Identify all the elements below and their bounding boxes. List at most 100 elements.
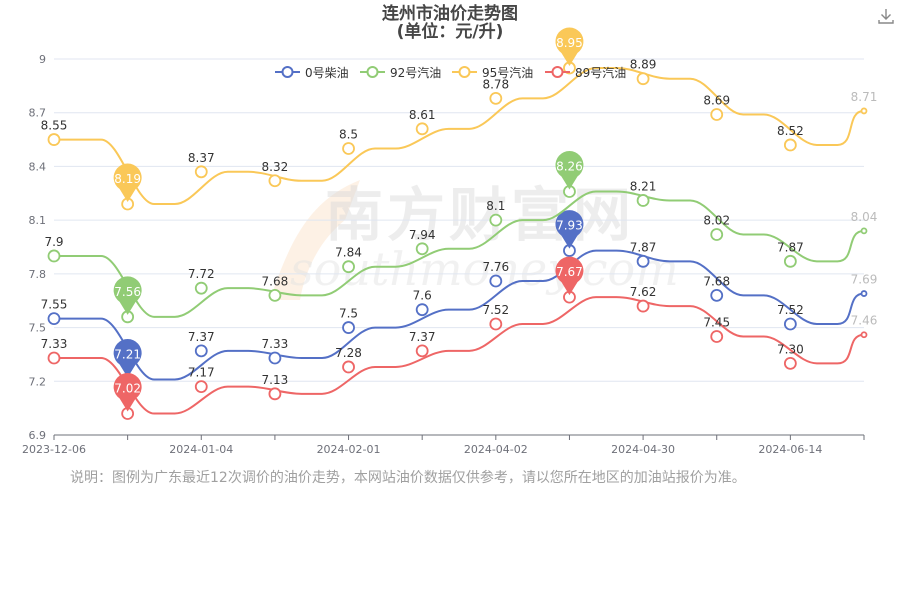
data-point	[415, 344, 429, 358]
data-point	[194, 380, 208, 394]
data-point	[342, 360, 355, 374]
data-point	[783, 356, 797, 370]
data-label: 8.04	[851, 210, 878, 224]
max-marker	[555, 210, 584, 249]
y-tick-label: 7.2	[29, 375, 47, 388]
data-point	[489, 91, 503, 105]
data-label: 7.68	[262, 274, 289, 288]
data-point	[268, 387, 282, 401]
data-point	[783, 317, 797, 331]
series-line	[54, 296, 865, 415]
x-tick-label: 2023-12-06	[22, 443, 86, 456]
legend-label: 0号柴油	[305, 65, 349, 80]
data-point	[194, 344, 208, 358]
y-tick-label: 7.5	[29, 322, 47, 335]
legend-item-gas95[interactable]: 95号汽油	[452, 63, 533, 81]
data-point	[710, 330, 724, 343]
data-point	[489, 317, 503, 331]
data-point	[636, 299, 650, 313]
data-label: 8.02	[703, 213, 730, 227]
data-point	[47, 351, 61, 365]
data-point	[783, 138, 797, 152]
legend-item-gas89[interactable]: 89号汽油	[545, 63, 626, 81]
data-label: 7.33	[262, 337, 289, 351]
min-marker-label: 8.19	[114, 172, 141, 186]
data-point	[710, 228, 724, 241]
data-label: 7.69	[851, 273, 878, 287]
data-label: 8.21	[630, 179, 657, 193]
data-label: 7.94	[409, 228, 436, 242]
data-label: 7.30	[777, 342, 804, 356]
data-label: 8.89	[630, 58, 657, 72]
data-point	[860, 227, 868, 235]
y-tick-label: 7.8	[29, 268, 47, 281]
data-label: 7.6	[413, 289, 432, 303]
chart-subtitle: (单位：元/升)	[396, 22, 504, 42]
data-label: 7.68	[703, 274, 730, 288]
chart-note: 说明：图例为广东最近12次调价的油价走势，本网站油价数据仅供参考，请以您所在地区…	[70, 470, 746, 486]
max-marker-label: 7.67	[556, 265, 583, 279]
data-point	[636, 194, 650, 207]
data-label: 7.84	[335, 246, 362, 260]
y-tick-label: 9	[39, 53, 46, 66]
min-marker	[113, 339, 142, 378]
data-label: 8.32	[262, 160, 289, 174]
data-point	[415, 303, 429, 317]
min-marker	[113, 373, 142, 412]
data-point	[342, 260, 355, 274]
data-point	[194, 165, 208, 179]
data-point	[860, 331, 868, 339]
legend-item-gas92[interactable]: 92号汽油	[360, 63, 441, 81]
data-point	[268, 174, 282, 188]
data-point	[489, 213, 503, 227]
data-label: 8.78	[482, 77, 509, 91]
data-label: 7.87	[630, 240, 657, 254]
data-label: 8.55	[41, 119, 68, 133]
max-marker	[555, 151, 584, 190]
y-tick-label: 8.1	[29, 214, 47, 227]
data-label: 8.69	[703, 94, 730, 108]
max-marker-label: 8.26	[556, 159, 583, 173]
series-line	[54, 66, 865, 206]
x-tick-label: 2024-02-01	[317, 443, 381, 456]
data-label: 8.37	[188, 151, 215, 165]
x-tick-label: 2024-01-04	[169, 443, 233, 456]
series-line	[54, 249, 865, 381]
data-point	[489, 274, 503, 288]
x-tick-label: 2024-04-02	[464, 443, 528, 456]
data-point	[47, 249, 61, 263]
y-tick-label: 6.9	[29, 429, 47, 442]
data-point	[415, 242, 429, 256]
data-point	[710, 108, 724, 121]
data-label: 7.5	[339, 307, 358, 321]
data-point	[860, 290, 868, 297]
max-marker-label: 7.93	[556, 219, 583, 233]
data-label: 7.37	[409, 330, 436, 344]
download-icon[interactable]	[876, 6, 896, 26]
x-tick-label: 2024-06-14	[758, 443, 822, 456]
legend-label: 89号汽油	[575, 65, 627, 80]
data-label: 7.45	[703, 316, 730, 330]
legend-item-diesel0[interactable]: 0号柴油	[275, 63, 349, 81]
data-label: 7.55	[41, 298, 68, 312]
data-label: 8.71	[851, 90, 878, 104]
legend-label: 92号汽油	[390, 65, 442, 80]
data-label: 8.5	[339, 128, 358, 142]
data-point	[342, 142, 355, 155]
y-tick-label: 8.4	[29, 160, 47, 173]
data-label: 7.87	[777, 240, 804, 254]
data-label: 7.52	[777, 303, 804, 317]
data-point	[194, 281, 208, 295]
data-point	[636, 254, 650, 268]
data-label: 8.61	[409, 108, 436, 122]
data-point	[415, 122, 429, 136]
data-point	[783, 254, 797, 268]
data-point	[710, 288, 724, 302]
data-label: 7.62	[630, 285, 657, 299]
min-marker	[113, 276, 142, 315]
data-point	[47, 133, 61, 146]
x-tick-label: 2024-04-30	[611, 443, 675, 456]
data-label: 8.52	[777, 124, 804, 138]
series-line	[54, 190, 865, 318]
